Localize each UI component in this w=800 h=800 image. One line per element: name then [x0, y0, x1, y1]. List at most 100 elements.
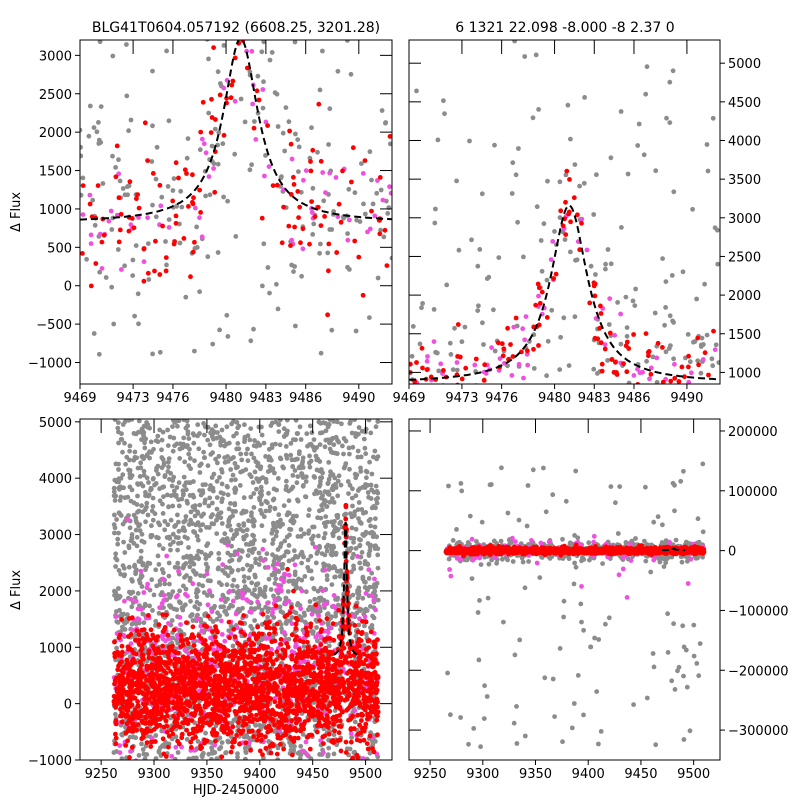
data-point-red: [346, 613, 352, 618]
data-point-gray: [363, 451, 369, 457]
data-point-gray: [249, 510, 254, 516]
y-tick-label: 1000: [728, 366, 761, 381]
data-point-gray: [313, 617, 319, 623]
data-point-gray: [250, 591, 255, 597]
data-point-red: [254, 88, 260, 94]
data-point-gray: [172, 492, 178, 498]
data-point-gray: [295, 137, 301, 143]
data-point-gray: [352, 513, 357, 518]
data-point-gray: [481, 411, 486, 416]
data-point-gray: [295, 601, 301, 606]
data-point-gray: [127, 525, 133, 531]
data-point-gray: [210, 341, 216, 347]
data-point-gray: [350, 503, 355, 509]
data-point-gray: [246, 518, 251, 524]
data-point-red: [499, 341, 505, 347]
data-point-gray: [340, 443, 345, 449]
data-point-gray: [687, 359, 693, 365]
data-point-gray: [137, 474, 143, 479]
data-point-magenta: [212, 742, 218, 748]
data-point-gray: [117, 486, 122, 492]
data-point-gray: [252, 119, 257, 124]
data-point-gray: [510, 160, 516, 166]
data-point-gray: [223, 565, 229, 570]
y-tick-label: −1000: [28, 357, 72, 372]
data-point-gray: [454, 367, 460, 373]
data-point-gray: [481, 342, 486, 347]
data-point-gray: [667, 120, 673, 125]
data-point-gray: [373, 483, 379, 489]
data-point-red: [95, 183, 101, 189]
data-point-gray: [317, 508, 322, 514]
data-point-gray: [313, 453, 319, 459]
data-point-gray: [230, 643, 236, 649]
data-point-magenta: [199, 234, 205, 240]
data-point-magenta: [130, 627, 136, 633]
data-point-gray: [216, 130, 222, 136]
data-point-red: [239, 5, 244, 10]
data-point-red: [259, 631, 265, 637]
data-point-magenta: [478, 395, 483, 400]
data-point-red: [119, 617, 124, 622]
data-point-gray: [213, 456, 219, 462]
data-point-magenta: [369, 593, 375, 599]
data-point-red: [209, 96, 214, 102]
data-point-gray: [157, 542, 162, 548]
data-point-gray: [149, 159, 155, 164]
data-point-red: [227, 766, 232, 771]
data-point-gray: [269, 50, 275, 55]
data-point-magenta: [647, 376, 652, 382]
data-point-red: [288, 243, 293, 249]
x-tick-label: 9473: [445, 391, 478, 406]
data-point-gray: [172, 756, 178, 760]
model-curve: [409, 204, 720, 381]
data-point-gray: [346, 445, 352, 451]
data-point-gray: [150, 495, 156, 501]
data-point-gray: [675, 439, 680, 444]
data-point-magenta: [240, 595, 245, 601]
data-point-magenta: [388, 190, 392, 196]
data-point-magenta: [380, 197, 386, 203]
data-point-gray: [367, 315, 372, 320]
data-point-gray: [132, 313, 138, 319]
data-point-gray: [311, 524, 317, 530]
data-point-red: [287, 128, 292, 134]
data-point-gray: [230, 536, 236, 542]
data-point-gray: [215, 430, 220, 435]
data-point-gray: [311, 474, 317, 479]
data-point-gray: [186, 436, 192, 441]
data-point-gray: [114, 645, 119, 651]
data-point-gray: [325, 620, 331, 626]
data-point-red: [126, 228, 132, 234]
data-point-magenta: [164, 553, 170, 559]
data-point-gray: [259, 488, 264, 494]
data-point-gray: [118, 571, 124, 577]
data-point-gray: [644, 64, 650, 70]
data-point-gray: [373, 505, 378, 511]
data-point-red: [318, 223, 324, 229]
data-point-gray: [379, 108, 385, 113]
data-point-gray: [635, 143, 641, 148]
data-point-gray: [345, 40, 350, 43]
data-point-gray: [86, 133, 92, 139]
data-point-gray: [692, 339, 698, 344]
data-point-gray: [224, 312, 230, 318]
data-point-gray: [360, 576, 366, 582]
y-tick-label: 3500: [728, 173, 761, 188]
data-point-gray: [117, 178, 123, 184]
data-point-gray: [324, 577, 330, 583]
data-point-gray: [695, 358, 701, 364]
data-point-gray: [179, 204, 185, 210]
data-point-magenta: [412, 409, 417, 414]
data-point-gray: [150, 351, 156, 357]
data-point-magenta: [244, 48, 250, 54]
data-point-gray: [170, 503, 176, 509]
data-point-gray: [228, 456, 234, 462]
data-point-red: [113, 731, 118, 737]
data-point-gray: [309, 576, 315, 581]
data-point-gray: [565, 102, 571, 108]
data-point-red: [597, 325, 603, 331]
data-point-gray: [178, 629, 184, 634]
data-point-gray: [209, 756, 214, 760]
data-point-gray: [311, 221, 317, 227]
